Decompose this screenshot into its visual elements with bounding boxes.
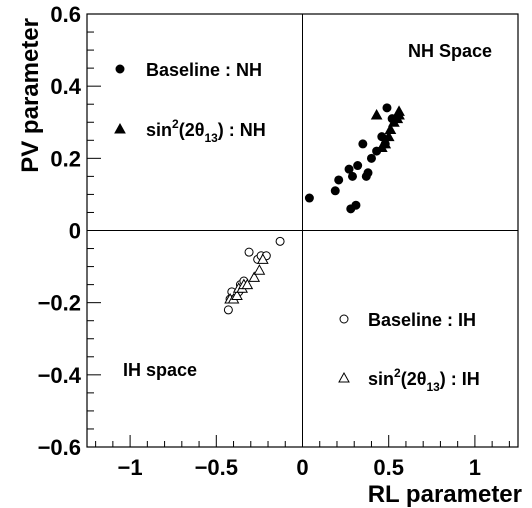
filled-circle-point: [382, 103, 392, 113]
filled-triangle-point: [384, 123, 397, 134]
legend-entry-sin2-ih: sin2(2θ13) : IH: [338, 366, 480, 394]
filled-circle-point: [334, 175, 344, 185]
legend-label: Baseline : IH: [368, 310, 476, 330]
legend-entry-baseline-ih: Baseline : IH: [339, 310, 476, 330]
tick-labels: −1 −0.5 0 0.5 1 −0.6 −0.4 −0.2 0 0.2 0.4 0.6: [38, 2, 481, 480]
y-tick-label: 0: [69, 219, 81, 244]
x-tick-label: −0.5: [195, 455, 238, 480]
filled-circle-point: [366, 153, 376, 163]
filled-triangle-point: [393, 109, 405, 120]
filled-circle-point: [351, 200, 361, 210]
open-circle-point: [223, 305, 233, 315]
reference-lines: [87, 14, 518, 447]
filled-circle-point: [353, 161, 363, 171]
x-tick-label: 1: [469, 455, 481, 480]
y-tick-label: 0.2: [50, 146, 81, 171]
open-triangle-point: [248, 271, 261, 282]
open-triangle-point: [253, 264, 266, 275]
y-tick-label: −0.4: [38, 363, 82, 388]
open-triangle-point: [241, 278, 254, 290]
y-tick-label: −0.6: [38, 435, 81, 460]
legend-entry-baseline-nh: Baseline : NH: [115, 60, 262, 80]
open-triangle-legend-marker: [338, 371, 350, 383]
x-tick-label: 0: [296, 455, 308, 480]
y-axis-label: PV parameter: [17, 18, 44, 173]
x-axis-label: RL parameter: [368, 481, 522, 508]
filled-circle-point: [344, 164, 354, 174]
y-tick-label: 0.6: [50, 2, 81, 27]
legend-label: sin2(2θ13) : NH: [146, 117, 266, 145]
filled-triangle-legend-marker: [114, 122, 126, 134]
axis-ticks: [87, 13, 510, 448]
filled-circle-point: [358, 139, 368, 149]
filled-circle-point: [304, 193, 314, 203]
filled-circle-point: [347, 171, 357, 181]
x-tick-label: 0.5: [373, 455, 404, 480]
legend-label: sin2(2θ13) : IH: [368, 366, 480, 394]
y-tick-label: −0.2: [38, 291, 81, 316]
open-circle-legend-marker: [339, 314, 349, 324]
filled-triangle-point: [382, 130, 395, 142]
legends: Baseline : NH sin2(2θ13) : NH Baseline : I…: [114, 60, 480, 394]
x-tick-label: −1: [118, 455, 143, 480]
legend-entry-sin2-nh: sin2(2θ13) : NH: [114, 117, 266, 145]
filled-circle-point: [361, 171, 371, 181]
region-label-nh-space: NH Space: [408, 41, 492, 61]
filled-circle-legend-marker: [115, 64, 125, 74]
filled-triangle-point: [370, 109, 383, 120]
data-points: [223, 103, 405, 315]
open-triangle-point: [256, 253, 269, 264]
y-tick-label: 0.4: [50, 74, 81, 99]
open-circle-point: [244, 247, 254, 257]
open-triangle-point: [231, 289, 243, 300]
region-label-ih-space: IH space: [123, 360, 197, 380]
filled-triangle-point: [379, 137, 392, 149]
legend-label: Baseline : NH: [146, 60, 262, 80]
open-circle-point: [275, 236, 285, 246]
filled-circle-point: [330, 186, 340, 196]
